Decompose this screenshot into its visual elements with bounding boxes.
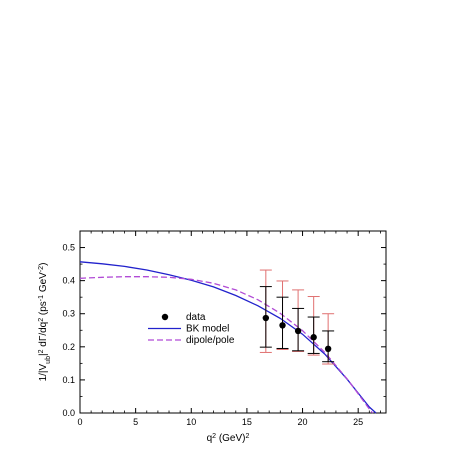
y-tick-label: 0.1	[62, 375, 75, 385]
legend-label: data	[186, 312, 206, 323]
data-point	[324, 345, 332, 353]
x-tick-label: 15	[242, 417, 252, 427]
y-tick-label: 0.2	[62, 342, 75, 352]
x-tick-label: 20	[298, 417, 308, 427]
data-point	[310, 334, 317, 341]
data-point	[262, 314, 270, 322]
y-tick-label: 0.5	[62, 243, 75, 253]
legend-label: dipole/pole	[186, 335, 235, 346]
x-tick-label: 25	[353, 417, 363, 427]
y-tick-label: 0.0	[62, 408, 75, 418]
data-point	[294, 327, 302, 335]
data-point	[279, 322, 286, 329]
plot-frame	[79, 230, 387, 414]
x-tick-label: 0	[77, 417, 82, 427]
y-axis-ticks: 0.0 0.1 0.2 0.3 0.4 0.5	[62, 243, 386, 418]
x-tick-label: 10	[186, 417, 196, 427]
y-axis-label: 1/|Vub|2 dΓ/dq2 (ps-1 GeV-2)	[38, 263, 52, 382]
x-axis-label: q2 (GeV)2	[207, 433, 250, 445]
data-points-layer	[259, 269, 335, 365]
x-axis-ticks: 0 5 10 15 20 25	[77, 231, 381, 427]
series-line-dipole-pole	[79, 276, 374, 414]
series-layer	[79, 261, 377, 414]
y-tick-label: 0.4	[62, 276, 75, 286]
legend-label: BK model	[186, 324, 229, 335]
legend-marker-data	[161, 313, 169, 321]
x-tick-label: 5	[133, 417, 138, 427]
y-tick-label: 0.3	[62, 309, 75, 319]
